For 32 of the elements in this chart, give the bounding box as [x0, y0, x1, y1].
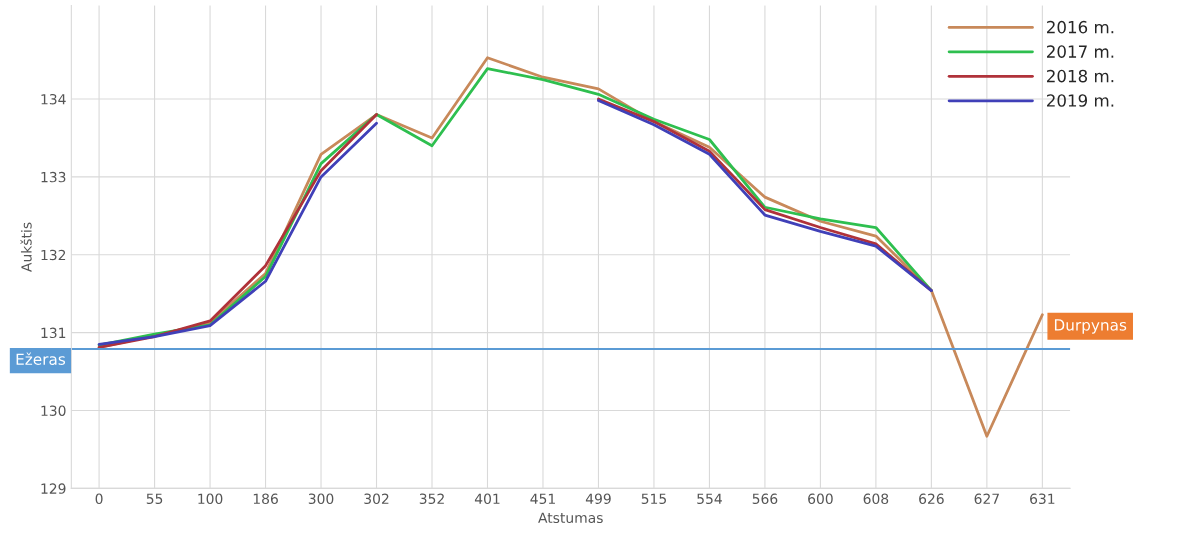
legend-label: 2016 m. [1047, 20, 1114, 34]
y-tick-label: 130 [41, 405, 66, 416]
x-tick-label: 186 [253, 493, 278, 505]
y-tick-label: 133 [41, 171, 66, 183]
annotation: Durpynas [1054, 319, 1127, 334]
x-tick-label: 401 [474, 493, 500, 505]
legend-label: 2018 m. [1047, 69, 1114, 83]
y-axis-title: Aukštis [20, 222, 32, 272]
x-tick-label: 554 [697, 493, 722, 505]
x-tick-label: 100 [198, 493, 223, 505]
y-tick-label: 131 [41, 327, 66, 339]
x-tick-label: 300 [308, 493, 334, 505]
x-tick-label: 0 [95, 493, 103, 505]
ref-line-label: Ežeras [16, 352, 66, 365]
x-tick-label: 627 [974, 493, 999, 505]
x-tick-label: 515 [641, 493, 666, 505]
x-axis-title: Atstumas [538, 512, 603, 524]
x-tick-label: 302 [364, 493, 389, 505]
x-tick-label: 608 [863, 493, 889, 505]
x-tick-label: 352 [419, 493, 444, 505]
y-tick-label: 132 [41, 249, 66, 261]
x-tick-label: 451 [530, 493, 555, 505]
x-tick-label: 499 [585, 493, 611, 505]
x-tick-label: 55 [146, 493, 163, 505]
x-tick-label: 566 [752, 493, 778, 505]
x-tick-label: 626 [919, 493, 944, 505]
y-tick-label: 134 [41, 93, 66, 105]
x-tick-label: 631 [1030, 493, 1055, 505]
legend-label: 2019 m. [1047, 94, 1114, 107]
x-tick-label: 600 [808, 493, 833, 505]
y-tick-label: 129 [41, 483, 66, 494]
legend-label: 2017 m. [1047, 45, 1114, 58]
